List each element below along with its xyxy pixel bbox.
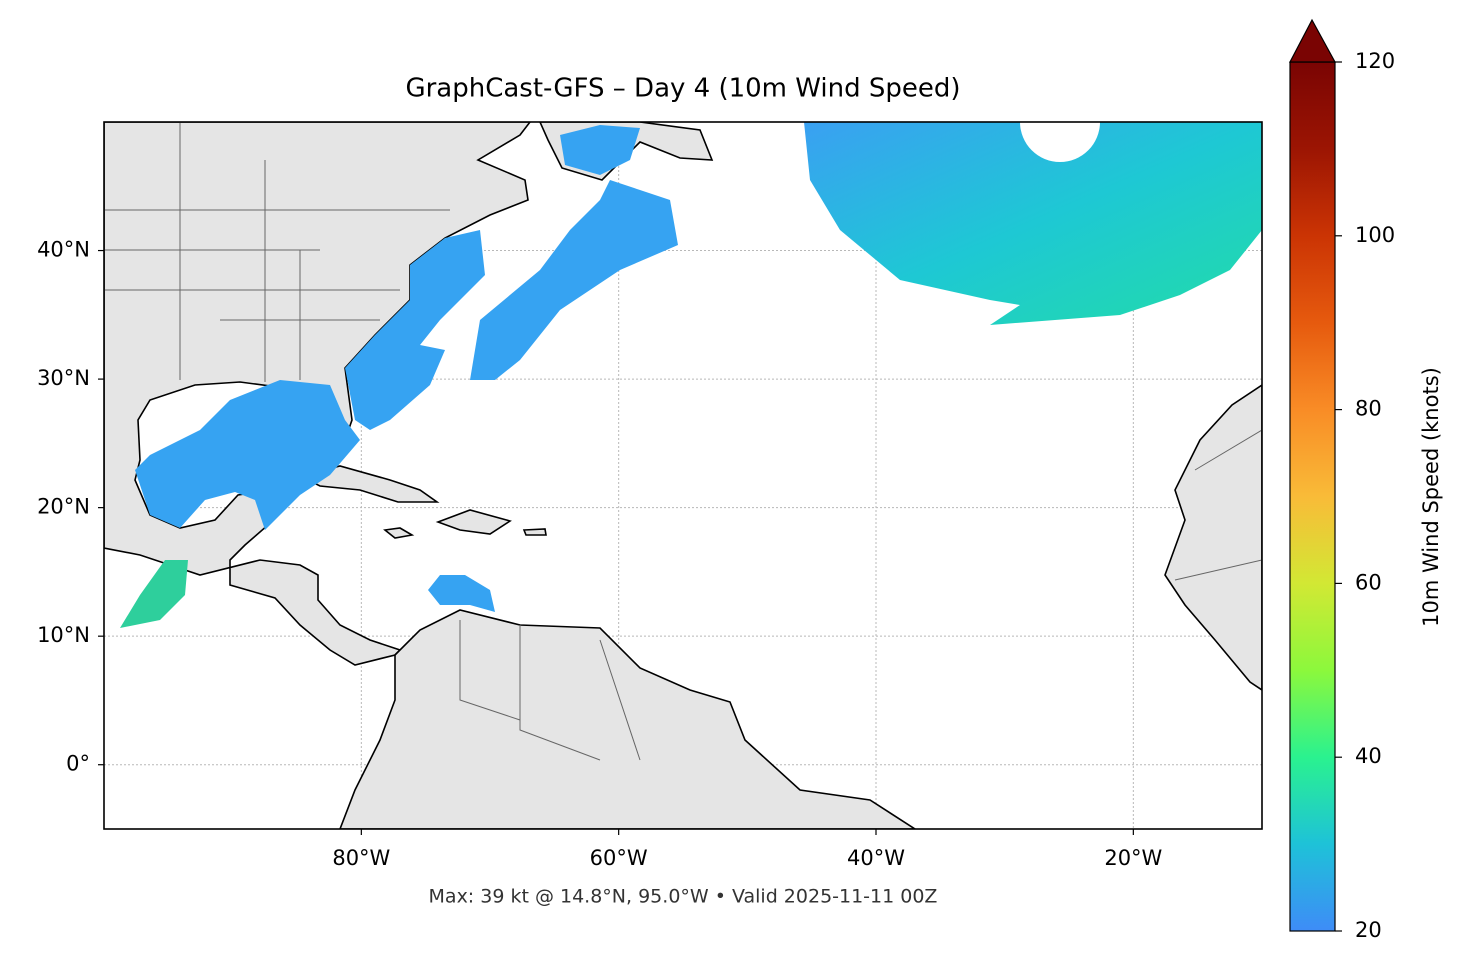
y-tick-label: 10°N — [37, 623, 90, 647]
map-layers — [104, 122, 1262, 829]
footnote: Max: 39 kt @ 14.8°N, 95.0°W • Valid 2025… — [429, 886, 938, 908]
colorbar-tick-label: 100 — [1355, 223, 1395, 247]
colorbar-tick-label: 20 — [1355, 918, 1382, 942]
colorbar-tick-label: 120 — [1355, 49, 1395, 73]
africa — [1164, 384, 1262, 691]
y-tick-label: 30°N — [37, 366, 90, 390]
y-tick-label: 20°N — [37, 495, 90, 519]
colorbar-tick-label: 40 — [1355, 744, 1382, 768]
colorbar-extend — [1289, 18, 1337, 63]
colorbar-tick-label: 60 — [1355, 570, 1382, 594]
state-borders — [104, 122, 1262, 761]
cuba — [297, 465, 440, 503]
x-tick-label: 80°W — [332, 846, 390, 870]
calm-area — [1020, 122, 1100, 162]
puerto-rico — [522, 528, 547, 536]
south-america — [339, 609, 917, 829]
wind-swath-east-coast — [345, 230, 485, 430]
colorbar — [1289, 61, 1336, 932]
wind-swath-atlantic — [470, 180, 678, 380]
y-tick-label: 0° — [66, 752, 90, 776]
wind-swath-northeast — [804, 122, 1262, 325]
wind-swath-gulf — [135, 380, 360, 530]
map-frame — [103, 121, 1263, 830]
y-tick-label: 40°N — [37, 238, 90, 262]
wind-swath-caribbean — [428, 575, 495, 612]
x-tick-label: 20°W — [1104, 846, 1162, 870]
colorbar-tick-label: 80 — [1355, 397, 1382, 421]
chart-title: GraphCast-GFS – Day 4 (10m Wind Speed) — [405, 74, 960, 104]
jamaica — [383, 527, 415, 539]
hispaniola — [435, 509, 512, 535]
wind-swath-pacific — [120, 560, 188, 628]
wind-swath-newfoundland — [560, 125, 640, 175]
colorbar-label: 10m Wind Speed (knots) — [1419, 367, 1443, 627]
x-tick-label: 40°W — [847, 846, 905, 870]
x-tick-label: 60°W — [590, 846, 648, 870]
